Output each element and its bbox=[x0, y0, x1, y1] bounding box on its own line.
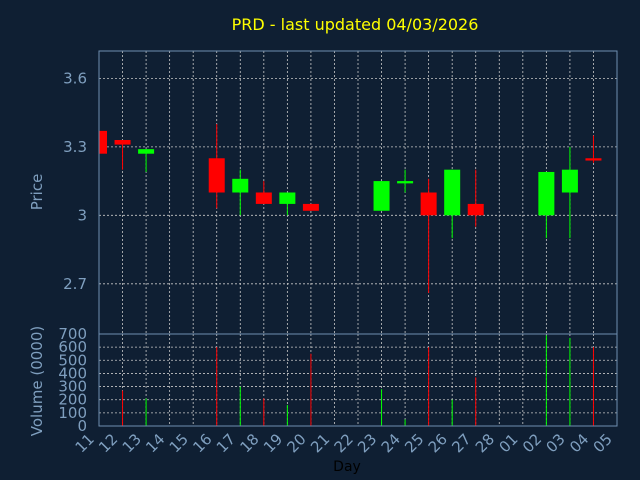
x-tick-label: 27 bbox=[448, 430, 474, 456]
candle-body bbox=[420, 192, 437, 216]
x-tick-label: 28 bbox=[472, 430, 498, 456]
candle-body bbox=[99, 130, 107, 154]
x-tick-label: 04 bbox=[566, 430, 592, 456]
x-tick-label: 20 bbox=[284, 430, 310, 456]
candle-body bbox=[114, 140, 131, 145]
price-tick-label: 3.3 bbox=[63, 138, 87, 156]
x-tick-label: 15 bbox=[166, 430, 192, 456]
volume-panel-frame bbox=[98, 333, 618, 427]
price-axis-label: Price bbox=[28, 174, 46, 211]
candle-body bbox=[302, 203, 319, 211]
x-tick-label: 18 bbox=[236, 430, 262, 456]
x-tick-label: 19 bbox=[260, 430, 286, 456]
x-tick-label: 11 bbox=[72, 430, 98, 456]
x-tick-label: 14 bbox=[142, 430, 168, 456]
volume-tick-label: 0 bbox=[77, 417, 87, 435]
candle-body bbox=[232, 178, 249, 193]
price-tick-label: 3.6 bbox=[63, 69, 87, 87]
volume-tick-label: 500 bbox=[58, 351, 87, 369]
volume-grid bbox=[98, 334, 618, 426]
volume-tick-label: 200 bbox=[58, 391, 87, 409]
x-tick-label: 22 bbox=[331, 430, 357, 456]
x-tick-label: 12 bbox=[95, 430, 121, 456]
price-tick-label: 2.7 bbox=[63, 275, 87, 293]
x-tick-label: 16 bbox=[189, 430, 215, 456]
candle-body bbox=[138, 149, 155, 154]
volume-tick-label: 700 bbox=[58, 325, 87, 343]
candle-body bbox=[561, 169, 578, 193]
x-tick-label: 01 bbox=[495, 430, 521, 456]
candle-body bbox=[255, 192, 272, 204]
candle-body bbox=[208, 158, 225, 193]
x-tick-label: 03 bbox=[543, 430, 569, 456]
x-tick-label: 25 bbox=[401, 430, 427, 456]
x-tick-label: 17 bbox=[213, 430, 239, 456]
x-tick-label: 05 bbox=[590, 430, 616, 456]
candle-body bbox=[373, 181, 390, 211]
x-axis-label: Day bbox=[333, 459, 361, 475]
candle-body bbox=[397, 181, 414, 184]
x-tick-label: 21 bbox=[307, 430, 333, 456]
volume-tick-label: 400 bbox=[58, 364, 87, 382]
volume-tick-label: 300 bbox=[58, 378, 87, 396]
x-tick-label: 24 bbox=[378, 430, 404, 456]
price-axis-ticks: 2.7 3 3.3 3.6 bbox=[63, 69, 87, 292]
chart-title: PRD - last updated 04/03/2026 bbox=[232, 15, 479, 34]
day-axis-ticks: 1112131415161718192021222324252627280102… bbox=[72, 430, 616, 456]
volume-bars bbox=[122, 335, 594, 426]
candle-body bbox=[585, 158, 602, 161]
volume-axis-label: Volume (0000) bbox=[28, 326, 46, 436]
candle-body bbox=[538, 171, 555, 216]
candle-body bbox=[279, 192, 296, 204]
price-tick-label: 3 bbox=[77, 206, 87, 224]
x-tick-label: 23 bbox=[354, 430, 380, 456]
candle-body bbox=[444, 169, 461, 216]
volume-tick-label: 600 bbox=[58, 338, 87, 356]
candle-body bbox=[467, 203, 484, 216]
x-tick-label: 02 bbox=[519, 430, 545, 456]
x-tick-label: 26 bbox=[425, 430, 451, 456]
price-candles bbox=[98, 124, 602, 293]
volume-tick-label: 100 bbox=[58, 404, 87, 422]
x-tick-label: 13 bbox=[119, 430, 145, 456]
